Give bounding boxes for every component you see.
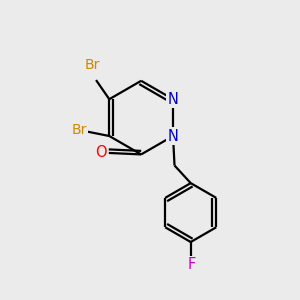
Text: N: N [168,128,178,143]
Text: Br: Br [85,58,100,72]
Text: F: F [188,257,196,272]
Text: Br: Br [71,123,87,137]
Text: N: N [168,92,178,107]
Text: O: O [95,146,106,160]
